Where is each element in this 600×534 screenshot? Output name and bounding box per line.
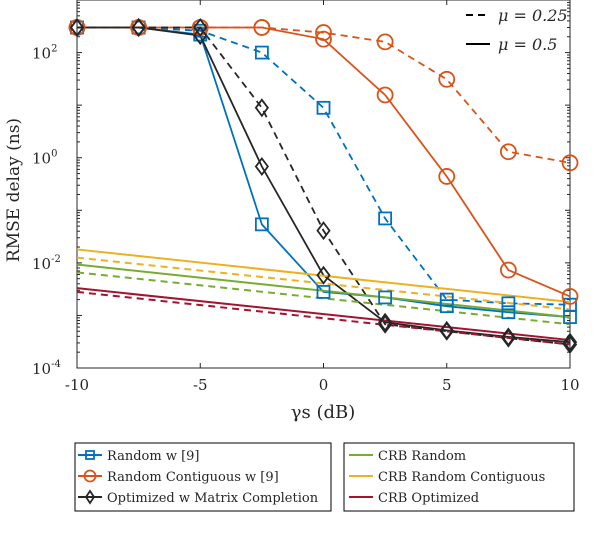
legend-box-crb — [343, 442, 575, 512]
diamond-marker — [439, 321, 454, 341]
series-line — [76, 271, 571, 326]
square-marker — [254, 217, 269, 232]
x-tick-label: 10 — [560, 376, 579, 394]
legend-label: Optimized w Matrix Completion — [107, 491, 319, 506]
tick-labels: -10 -5 0 5 10 10-4 10-2 100 102 — [32, 44, 580, 394]
square-marker — [316, 100, 331, 115]
series-line — [77, 26, 571, 306]
square-marker — [501, 305, 516, 320]
axes — [76, 0, 571, 369]
legend-label: CRB Random Contiguous — [378, 470, 545, 485]
square-marker — [85, 450, 95, 460]
circle-marker — [561, 288, 579, 305]
circle-marker — [315, 30, 332, 48]
series-line — [76, 263, 571, 319]
diamond-marker — [193, 17, 208, 37]
plot-area — [76, 0, 571, 369]
diamond-marker — [562, 334, 578, 354]
diamond-marker — [316, 221, 331, 241]
legend-label: CRB Random — [378, 449, 466, 464]
circle-marker — [499, 261, 517, 279]
square-marker — [378, 211, 393, 226]
diamond-marker — [378, 314, 393, 334]
circle-marker — [438, 70, 456, 88]
x-axis-label: γs (dB) — [291, 402, 356, 423]
diamond-marker — [84, 489, 96, 505]
legend: Random w [9] Random Contiguous w [9] Optim… — [74, 442, 575, 512]
circle-marker — [315, 24, 332, 41]
square-marker — [501, 296, 516, 311]
legend-label: Random w [9] — [107, 449, 200, 464]
diamond-marker — [193, 26, 208, 46]
circle-marker — [499, 143, 517, 161]
diamond-marker — [254, 98, 270, 118]
circle-marker — [253, 19, 271, 36]
markers-layer — [68, 17, 579, 354]
diamond-marker — [316, 265, 331, 285]
square-marker — [254, 45, 269, 60]
circle-marker — [376, 33, 394, 51]
circle-marker — [561, 154, 579, 172]
circle-marker — [83, 469, 97, 483]
y-tick-label: 100 — [32, 149, 57, 168]
series-line — [76, 248, 571, 304]
y-tick-label: 102 — [32, 44, 57, 63]
diamond-marker — [254, 157, 269, 177]
diamond-marker — [131, 17, 146, 37]
circle-marker — [438, 168, 456, 185]
linestyle-legend: μ = 0.25 μ = 0.5 — [466, 6, 568, 54]
y-tick-label: 10-2 — [32, 254, 61, 273]
legend-box-methods — [74, 442, 332, 512]
x-tick-label: 0 — [319, 376, 329, 394]
diamond-marker — [562, 332, 578, 352]
series-line — [77, 26, 571, 298]
y-axis-label: RMSE delay (ns) — [4, 118, 24, 262]
series-line — [76, 287, 571, 342]
diamond-marker — [69, 17, 85, 37]
circle-marker — [376, 86, 394, 104]
legend-label: Random Contiguous w [9] — [107, 470, 279, 485]
diamond-marker — [501, 328, 516, 348]
linestyle-legend-label: μ = 0.25 — [498, 6, 568, 25]
x-tick-label: -5 — [193, 376, 208, 394]
linestyle-legend-label: μ = 0.5 — [498, 35, 557, 54]
x-tick-label: -10 — [65, 376, 89, 394]
series-line — [76, 290, 571, 346]
diamond-marker — [378, 312, 393, 332]
square-marker — [563, 297, 577, 312]
series-line — [76, 256, 571, 311]
square-marker — [378, 290, 393, 305]
y-tick-label: 10-4 — [32, 359, 61, 378]
series-layer — [76, 26, 571, 346]
legend-label: CRB Optimized — [378, 491, 479, 506]
square-marker — [439, 292, 454, 307]
x-tick-label: 5 — [442, 376, 452, 394]
square-marker — [316, 285, 331, 299]
series-line — [77, 26, 571, 164]
